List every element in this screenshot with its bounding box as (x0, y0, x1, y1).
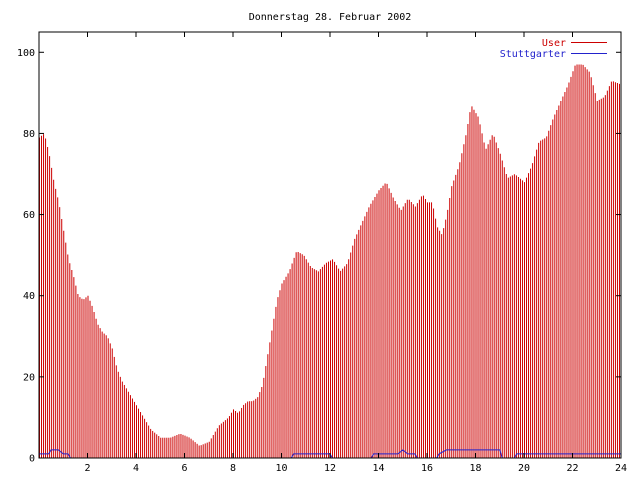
chart-title: Donnerstag 28. Februar 2002 (249, 12, 412, 23)
x-tick-label: 22 (566, 463, 578, 474)
x-axis: 2 4 6 8 10 12 14 16 18 20 22 24 (84, 32, 627, 474)
x-tick-label: 14 (372, 463, 384, 474)
legend-label-user: User (542, 38, 566, 49)
x-tick-label: 18 (469, 463, 481, 474)
y-tick-label: 60 (23, 210, 35, 221)
x-tick-label: 20 (518, 463, 530, 474)
x-tick-label: 12 (324, 463, 336, 474)
x-tick-label: 4 (133, 463, 139, 474)
y-tick-label: 100 (17, 48, 35, 59)
legend-label-stuttgarter: Stuttgarter (500, 49, 566, 60)
x-tick-label: 6 (181, 463, 187, 474)
x-tick-label: 8 (230, 463, 236, 474)
x-tick-label: 16 (421, 463, 433, 474)
y-tick-label: 40 (23, 291, 35, 302)
y-tick-label: 80 (23, 129, 35, 140)
stuttgarter-series-line (39, 449, 621, 459)
legend: User Stuttgarter (500, 38, 607, 60)
y-tick-label: 20 (23, 372, 35, 383)
x-tick-label: 10 (275, 463, 287, 474)
user-series-bars (39, 64, 620, 458)
y-tick-label: 0 (29, 454, 35, 465)
x-tick-label: 24 (615, 463, 627, 474)
y-axis: 0 20 40 60 80 100 (17, 48, 621, 465)
x-tick-label: 2 (84, 463, 90, 474)
